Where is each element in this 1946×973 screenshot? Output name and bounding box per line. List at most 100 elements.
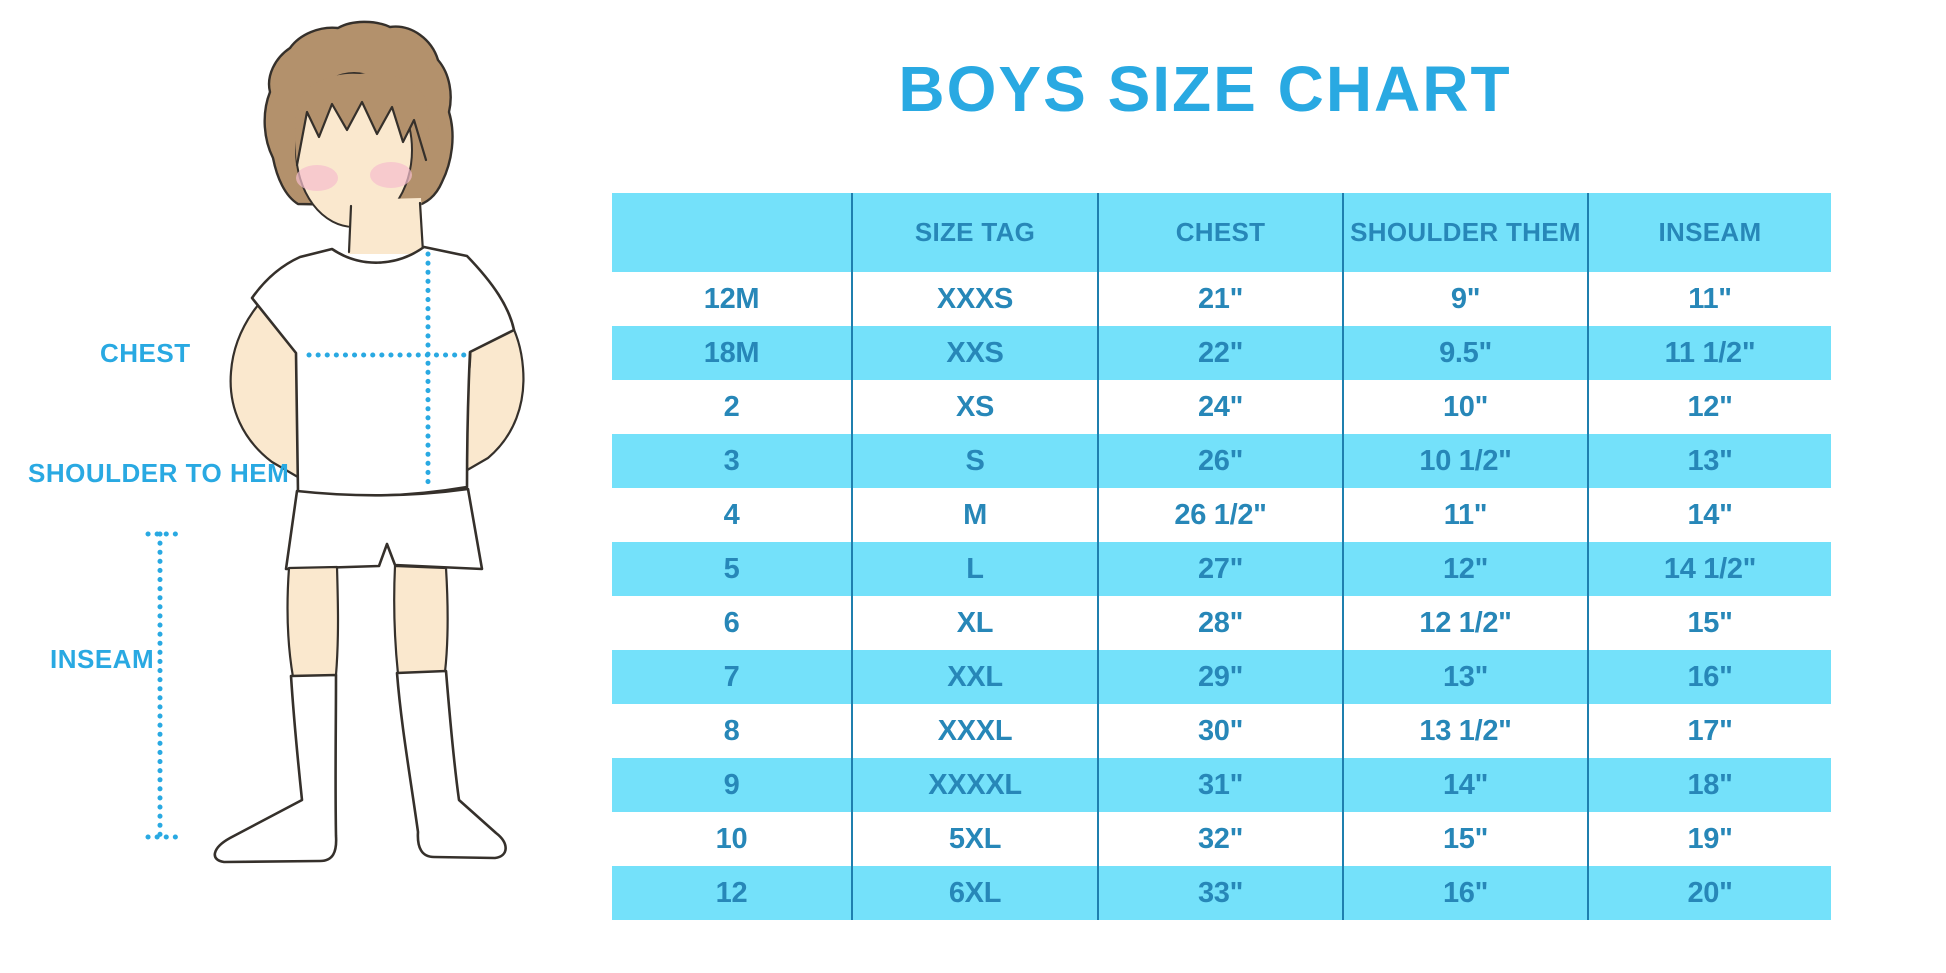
page-title: BOYS SIZE CHART xyxy=(898,53,1512,125)
boy-figure-illustration xyxy=(145,20,525,864)
table-cell: 24" xyxy=(1097,380,1342,434)
table-cell: XXXXL xyxy=(851,758,1097,812)
table-row: 3 S 26" 10 1/2" 13" xyxy=(612,434,1831,488)
table-cell: 3 xyxy=(723,444,740,477)
table-row: 5 L 27" 12" 14 1/2" xyxy=(612,542,1831,596)
measurement-diagram: CHEST SHOULDER TO HEM INSEAM xyxy=(0,0,600,973)
chest-label: CHEST xyxy=(100,338,191,368)
table-cell: 16" xyxy=(1587,650,1831,704)
table-cell: 5 xyxy=(723,552,740,585)
table-cell: 14" xyxy=(1587,488,1831,542)
table-cell: S xyxy=(851,434,1097,488)
table-cell: 18M xyxy=(703,336,760,369)
table-cell: 7 xyxy=(723,660,740,693)
table-cell: 12" xyxy=(1587,380,1831,434)
hair-fringe xyxy=(295,72,429,165)
table-cell: 9 xyxy=(723,768,740,801)
header-cell-blank xyxy=(612,193,851,272)
table-cell: 8 xyxy=(723,714,740,747)
table-cell: 11 1/2" xyxy=(1587,326,1831,380)
table-cell: XXXS xyxy=(851,272,1097,326)
right-sock xyxy=(395,669,507,860)
hair-fringe-outline xyxy=(295,100,428,167)
table-cell: 13" xyxy=(1587,434,1831,488)
table-cell: 14" xyxy=(1342,758,1587,812)
left-leg xyxy=(286,565,340,679)
table-cell: 22" xyxy=(1097,326,1342,380)
table-cell: 15" xyxy=(1342,812,1587,866)
table-cell: 19" xyxy=(1587,812,1831,866)
table-cell: 2 xyxy=(723,390,740,423)
table-row: 4 M 26 1/2" 11" 14" xyxy=(612,488,1831,542)
table-cell: 12 xyxy=(715,876,748,909)
table-cell: 6XL xyxy=(851,866,1097,920)
table-cell: 16" xyxy=(1342,866,1587,920)
table-cell: XXS xyxy=(851,326,1097,380)
t-shirt xyxy=(250,245,516,497)
table-cell: XS xyxy=(851,380,1097,434)
table-cell: 26" xyxy=(1097,434,1342,488)
table-cell: 26 1/2" xyxy=(1097,488,1342,542)
neck xyxy=(348,198,424,254)
table-cell: 15" xyxy=(1587,596,1831,650)
table-row: 18M XXS 22" 9.5" 11 1/2" xyxy=(612,326,1831,380)
inseam-label: INSEAM xyxy=(50,644,155,674)
table-cell: 9" xyxy=(1342,272,1587,326)
table-row: 2 XS 24" 10" 12" xyxy=(612,380,1831,434)
table-cell: 10" xyxy=(1342,380,1587,434)
table-row: 7 XXL 29" 13" 16" xyxy=(612,650,1831,704)
table-cell: 30" xyxy=(1097,704,1342,758)
table-cell: XXL xyxy=(851,650,1097,704)
table-cell: L xyxy=(851,542,1097,596)
table-cell: XXXL xyxy=(851,704,1097,758)
shoulder-to-hem-label: SHOULDER TO HEM xyxy=(28,458,290,488)
table-cell: 29" xyxy=(1097,650,1342,704)
table-cell: 12 1/2" xyxy=(1342,596,1587,650)
header-cell-inseam: INSEAM xyxy=(1587,193,1831,272)
size-table-body: 12M XXXS 21" 9" 11" 18M XXS 22" 9.5" 11 1/2" 2 XS 24… xyxy=(612,272,1831,920)
left-blush xyxy=(296,165,338,191)
table-cell: M xyxy=(851,488,1097,542)
table-cell: 18" xyxy=(1587,758,1831,812)
header-cell-chest: CHEST xyxy=(1097,193,1342,272)
table-row: 12M XXXS 21" 9" 11" xyxy=(612,272,1831,326)
table-cell: 6 xyxy=(723,606,740,639)
table-cell: 4 xyxy=(723,498,740,531)
table-row: 12 6XL 33" 16" 20" xyxy=(612,866,1831,920)
header-cell-shoulder-them: SHOULDER THEM xyxy=(1342,193,1587,272)
table-cell: 28" xyxy=(1097,596,1342,650)
table-cell: 17" xyxy=(1587,704,1831,758)
size-table-header-row: SIZE TAG CHEST SHOULDER THEM INSEAM xyxy=(612,193,1831,272)
header-cell-size-tag: SIZE TAG xyxy=(851,193,1097,272)
table-cell: 11" xyxy=(1587,272,1831,326)
table-cell: 12" xyxy=(1342,542,1587,596)
table-cell: 13" xyxy=(1342,650,1587,704)
right-blush xyxy=(370,162,412,188)
boy-figure xyxy=(213,20,525,864)
table-cell: 33" xyxy=(1097,866,1342,920)
measurement-lines xyxy=(145,251,469,840)
table-row: 8 XXXL 30" 13 1/2" 17" xyxy=(612,704,1831,758)
table-cell: 27" xyxy=(1097,542,1342,596)
table-cell: 21" xyxy=(1097,272,1342,326)
table-cell: 14 1/2" xyxy=(1587,542,1831,596)
table-cell: 10 xyxy=(715,822,748,855)
table-row: 6 XL 28" 12 1/2" 15" xyxy=(612,596,1831,650)
table-cell: 11" xyxy=(1342,488,1587,542)
table-cell: 10 1/2" xyxy=(1342,434,1587,488)
table-cell: 20" xyxy=(1587,866,1831,920)
table-row: 9 XXXXL 31" 14" 18" xyxy=(612,758,1831,812)
table-row: 10 5XL 32" 15" 19" xyxy=(612,812,1831,866)
table-cell: 5XL xyxy=(851,812,1097,866)
table-cell: 32" xyxy=(1097,812,1342,866)
table-cell: 13 1/2" xyxy=(1342,704,1587,758)
shorts xyxy=(284,487,484,571)
table-cell: 31" xyxy=(1097,758,1342,812)
table-cell: 12M xyxy=(703,282,760,315)
table-cell: XL xyxy=(851,596,1097,650)
right-leg xyxy=(393,564,449,676)
size-table: SIZE TAG CHEST SHOULDER THEM INSEAM 12M XXXS… xyxy=(612,193,1831,920)
table-cell: 9.5" xyxy=(1342,326,1587,380)
left-sock xyxy=(213,673,338,864)
